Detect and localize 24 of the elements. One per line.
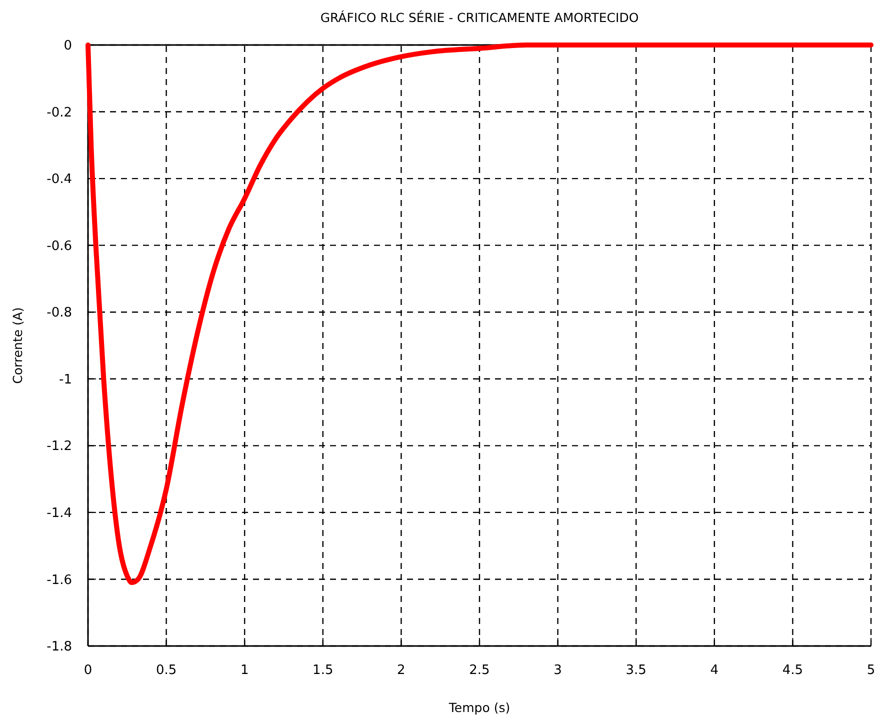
y-tick-label: -0.4 [46, 172, 72, 188]
x-tick-label: 2 [397, 663, 406, 678]
y-tick-label: -1.8 [46, 640, 72, 655]
x-tick-label: 1.5 [312, 663, 334, 678]
y-axis-title: Corrente (A) [10, 307, 25, 384]
y-tick-label: -1.2 [46, 439, 72, 454]
x-tick-label: 2.5 [469, 663, 490, 678]
y-tick-label: 0 [64, 38, 72, 54]
x-tick-label: 0 [84, 663, 92, 678]
y-tick-label: -0.6 [46, 238, 72, 254]
y-tick-label: -1.4 [46, 506, 72, 521]
x-axis-title: Tempo (s) [448, 700, 510, 715]
x-tick-label: 5 [866, 663, 876, 678]
y-tick-label: -0.2 [46, 105, 72, 120]
x-tick-label: 3.5 [626, 663, 646, 678]
x-tick-label: 4.5 [782, 663, 804, 678]
x-tick-label: 4 [710, 663, 719, 678]
y-tick-label: -0.8 [46, 306, 72, 321]
y-tick-label: -1.6 [46, 572, 72, 588]
chart-title: GRÁFICO RLC SÉRIE - CRITICAMENTE AMORTECIDO [320, 10, 639, 25]
x-tick-label: 3 [554, 663, 562, 678]
x-tick-label: 1 [240, 663, 249, 678]
y-tick-label: -1 [59, 372, 72, 388]
x-tick-label: 0.5 [156, 663, 177, 678]
